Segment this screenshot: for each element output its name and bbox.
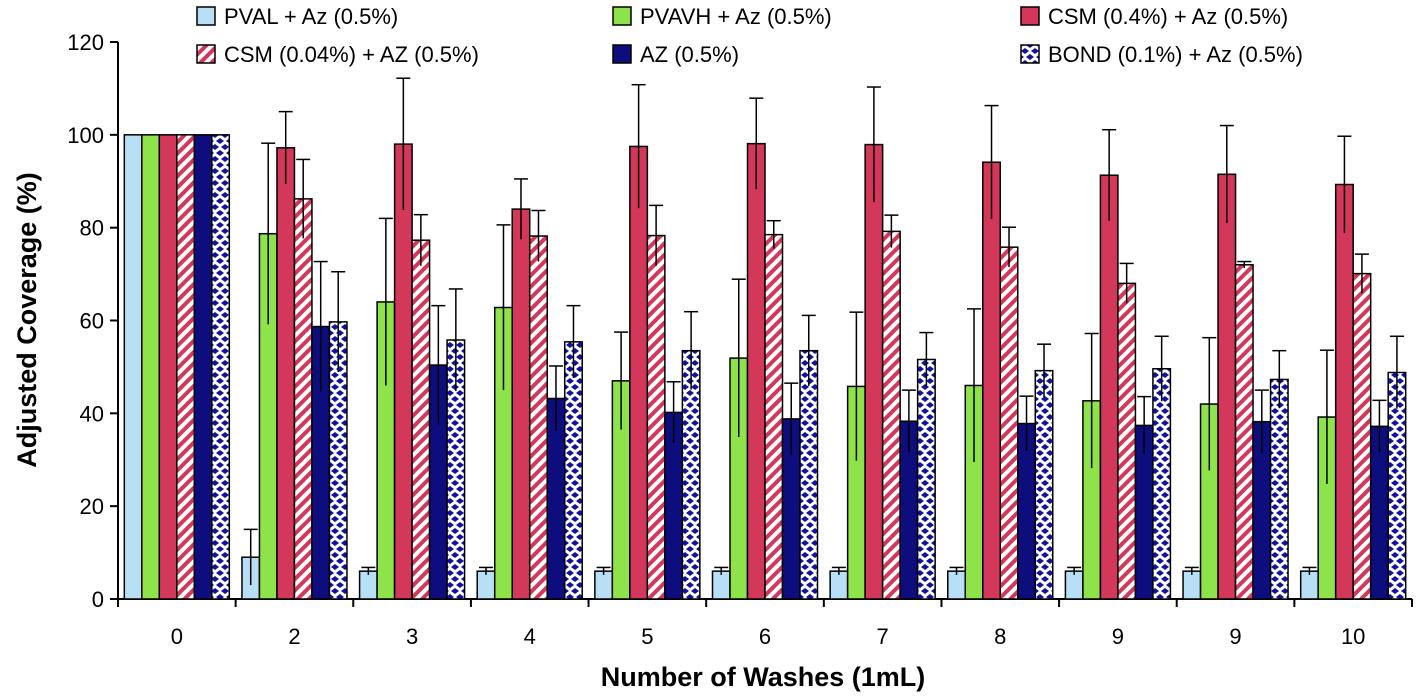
bar [646,234,666,600]
bar [176,134,196,600]
bar [211,134,231,600]
y-axis: 0 20 40 60 80 100 120 [67,30,119,612]
bar [916,358,936,600]
y-axis-title: Adjusted Coverage (%) [12,172,42,468]
x-tick-label: 4 [524,624,536,649]
bar [293,198,313,600]
legend-label: PVAVH + Az (0.5%) [640,4,832,29]
bar [411,239,431,600]
y-tick-label: 80 [80,216,104,241]
x-tick-label: 2 [288,624,300,649]
bar [1217,173,1237,600]
bar [158,134,178,600]
legend: PVAL + Az (0.5%) PVAVH + Az (0.5%) CSM (0.… [196,4,1303,67]
bar [746,142,766,600]
bar [982,161,1002,600]
legend-swatch [612,6,632,26]
x-tick-label: 9 [1229,624,1241,649]
legend-label: PVAL + Az (0.5%) [224,4,398,29]
y-tick-label: 120 [67,30,104,55]
bar [193,134,213,600]
bar [276,147,296,600]
bar [563,341,583,600]
bars [123,134,1407,600]
bar [1334,183,1354,600]
bar [629,145,649,600]
x-tick-label: 0 [171,624,183,649]
x-tick-label: 10 [1341,624,1365,649]
bar [947,570,967,600]
legend-swatch [1020,44,1040,64]
bar [528,235,548,600]
bar [1152,368,1172,600]
bar [123,134,143,600]
y-tick-label: 60 [80,309,104,334]
legend-label: AZ (0.5%) [640,42,739,67]
bar [711,570,731,600]
bar [594,570,614,600]
x-axis: 0 2 3 4 5 6 7 8 9 9 10 [117,598,1413,649]
y-tick-label: 100 [67,123,104,148]
y-tick-label: 0 [92,587,104,612]
x-tick-label: 9 [1112,624,1124,649]
bar [393,143,413,600]
legend-swatch [196,6,216,26]
error-bars [243,77,1404,586]
legend-swatch [1020,6,1040,26]
x-axis-title: Number of Washes (1mL) [601,662,926,692]
bar [1064,570,1084,600]
bar [1299,570,1319,600]
bar [358,570,378,600]
bar [764,233,784,600]
legend-swatch [612,44,632,64]
legend-label: BOND (0.1%) + Az (0.5%) [1048,42,1303,67]
bar [1234,264,1254,600]
x-tick-label: 5 [641,624,653,649]
bar [864,143,884,600]
bar [1034,369,1054,600]
bar [829,570,849,600]
bar [799,349,819,600]
y-tick-label: 40 [80,401,104,426]
bar [1182,570,1202,600]
bar [1117,282,1137,600]
legend-swatch [196,44,216,64]
y-tick-label: 20 [80,494,104,519]
x-tick-label: 6 [759,624,771,649]
bar [1352,272,1372,600]
bar [999,246,1019,600]
bar [881,230,901,600]
bar [476,570,496,600]
bar [1099,174,1119,600]
bar [141,134,161,600]
bar [511,208,531,600]
x-tick-label: 8 [994,624,1006,649]
bar [1269,378,1289,600]
x-tick-label: 3 [406,624,418,649]
x-tick-label: 7 [877,624,889,649]
legend-label: CSM (0.04%) + AZ (0.5%) [224,42,479,67]
legend-label: CSM (0.4%) + Az (0.5%) [1048,4,1288,29]
